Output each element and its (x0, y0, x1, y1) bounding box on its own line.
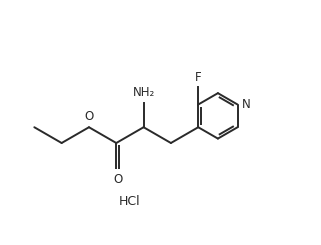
Text: N: N (242, 98, 251, 111)
Text: O: O (84, 110, 94, 123)
Text: F: F (195, 71, 202, 84)
Text: O: O (113, 173, 122, 186)
Text: HCl: HCl (119, 195, 141, 208)
Text: NH₂: NH₂ (133, 86, 155, 99)
